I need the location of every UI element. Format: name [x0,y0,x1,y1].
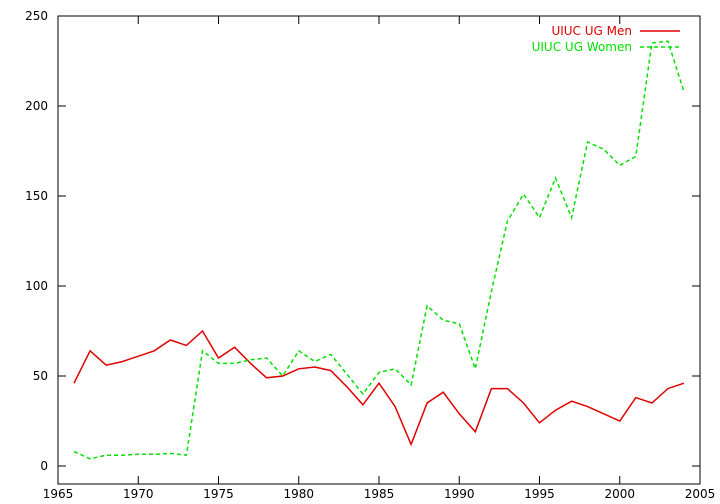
y-tick-label: 100 [25,279,48,293]
x-tick-label: 2005 [685,487,716,501]
series-line-uiuc-ug-women [73,40,685,460]
x-tick-label: 1975 [203,487,234,501]
y-axis: 0 50 100 150 200 250 [25,9,700,473]
x-axis: 1965 1970 1975 1980 1985 1990 1995 2000 2005 [43,16,716,501]
x-tick-label: 1990 [444,487,475,501]
x-tick-label: 1980 [283,487,314,501]
legend: UIUC UG Men UIUC UG Women [532,24,680,54]
x-tick-label: 1965 [43,487,74,501]
y-tick-label: 150 [25,189,48,203]
y-tick-label: 250 [25,9,48,23]
x-tick-label: 1985 [364,487,395,501]
legend-label-uiuc-ug-women: UIUC UG Women [532,40,632,54]
x-tick-label: 1995 [524,487,555,501]
y-tick-label: 50 [33,369,48,383]
x-tick-label: 2000 [604,487,635,501]
series-line-uiuc-ug-men [73,329,685,447]
x-tick-label: 1970 [123,487,154,501]
y-tick-label: 0 [40,459,48,473]
series-layer [73,40,685,460]
y-tick-label: 200 [25,99,48,113]
legend-label-uiuc-ug-men: UIUC UG Men [551,24,632,38]
